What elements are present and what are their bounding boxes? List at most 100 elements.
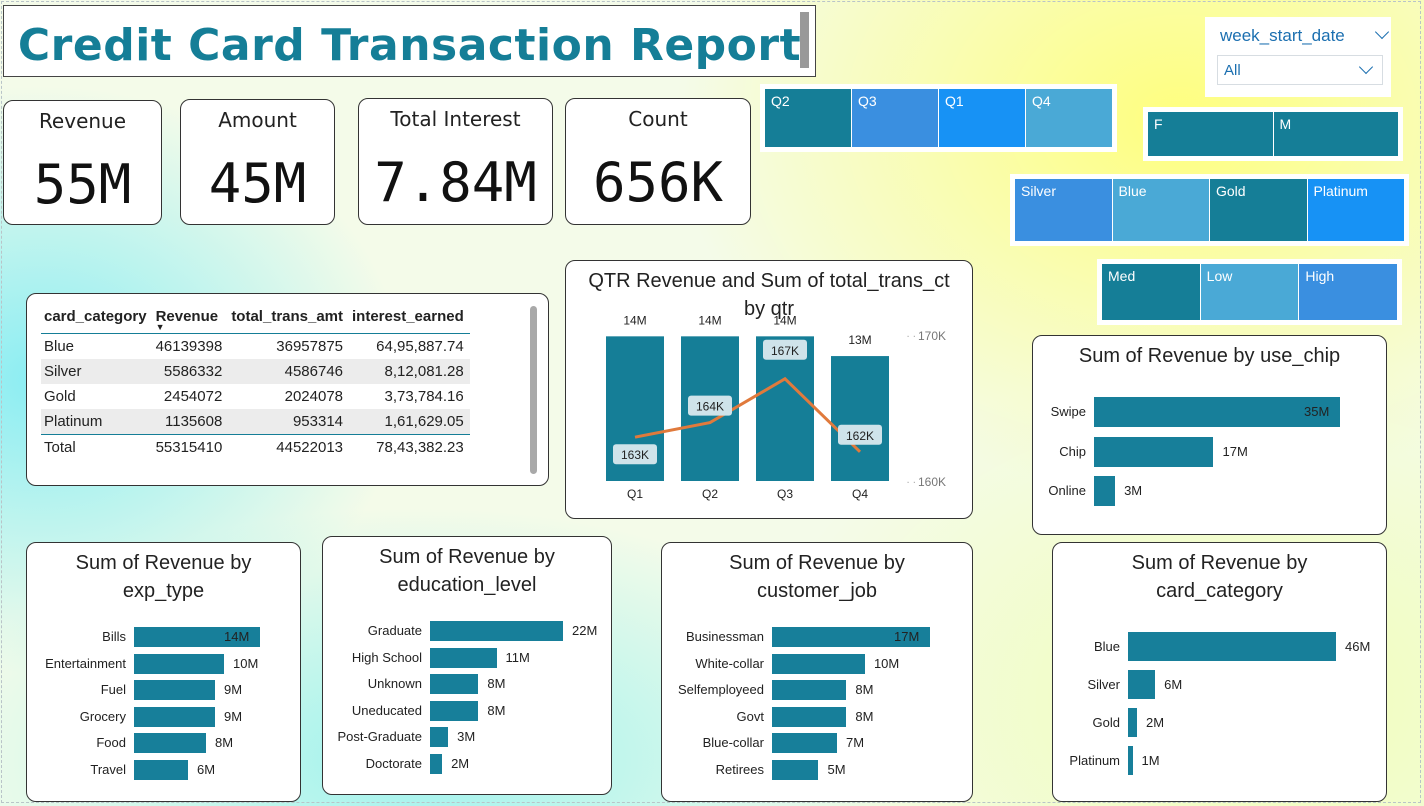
cell: 953314 [228,409,350,435]
slicer-tile-platinum[interactable]: Platinum [1307,179,1404,241]
slicer-tile-blue[interactable]: Blue [1112,179,1209,241]
bar[interactable] [772,680,847,701]
data-label: 9M [224,682,243,698]
table-row[interactable]: Gold 2454072 2024078 3,73,784.16 [41,384,470,409]
revenue-by-education-level-chart: Sum of Revenue by education_level Gradua… [322,536,612,795]
data-label: 3M [457,729,476,745]
category-label: Food [96,735,126,751]
kpi-card-total-interest[interactable]: Total Interest 7.84M [358,98,553,225]
table-row[interactable]: Blue 46139398 36957875 64,95,887.74 [41,334,470,360]
table-row[interactable]: Silver 5586332 4586746 8,12,081.28 [41,359,470,384]
bar[interactable] [134,733,206,754]
cell: 4586746 [228,359,350,384]
table-row[interactable]: Platinum 1135608 953314 1,61,629.05 [41,409,470,435]
kpi-card-amount[interactable]: Amount 45M [180,99,335,225]
secondary-axis-tick: 160K [918,475,946,489]
revenue-by-exp-type-chart: Sum of Revenue by exp_type Bills 14M Enter… [26,542,301,802]
matrix-header-row: card_category Revenue ▼ total_trans_amt i… [41,304,470,334]
cell: 1135608 [152,409,229,435]
line-label-box [613,444,657,465]
bar[interactable] [772,760,819,780]
chart-title: Sum of Revenue by education_level [379,546,555,596]
bar[interactable] [1128,670,1156,699]
bar[interactable] [1094,397,1340,427]
cell: 1,61,629.05 [349,409,470,435]
bar[interactable] [430,700,479,721]
bar[interactable] [1128,746,1133,775]
kpi-label: Revenue [38,109,127,133]
slicer-tile-q4[interactable]: Q4 [1026,89,1112,147]
category-label: Fuel [100,682,126,698]
data-label: 7M [846,735,865,751]
bar[interactable] [430,647,497,668]
category-label: Unknown [367,676,422,692]
kpi-card-revenue[interactable]: Revenue 55M [3,100,162,225]
bar[interactable] [772,733,838,754]
bar[interactable] [134,706,215,727]
total-row: Total 55315410 44522013 78,43,382.23 [41,434,470,460]
column-header[interactable]: total_trans_amt [228,304,350,334]
slicer-tile-m[interactable]: M [1273,112,1398,156]
category-label: Travel [90,762,126,777]
category-label: Govt [736,708,764,724]
slicer-tile-q3[interactable]: Q3 [852,89,938,147]
bar[interactable] [1094,436,1214,467]
slicer-tile-gold[interactable]: Gold [1210,179,1307,241]
bar[interactable] [134,680,215,701]
category-label: Platinum [1069,752,1120,768]
data-label: 3M [1124,483,1143,498]
bar[interactable] [430,727,449,748]
bar[interactable] [772,653,865,674]
bar[interactable] [1094,476,1116,506]
bar[interactable] [134,760,188,780]
table-scrollbar[interactable] [530,306,537,474]
kpi-card-count[interactable]: Count 656K [565,98,751,225]
chart-title: QTR Revenue and Sum of total_trans_ct by… [588,270,950,320]
gender-slicer: F M [1143,107,1403,161]
kpi-value: 45M [208,152,307,215]
bar[interactable] [772,706,847,727]
column-header-sorted[interactable]: Revenue ▼ [152,304,229,334]
bar[interactable] [1128,708,1138,737]
column-header[interactable]: card_category [41,304,153,334]
kpi-label: Total Interest [390,107,521,131]
slicer-tile-q2[interactable]: Q2 [765,89,851,147]
bar[interactable] [134,653,224,674]
bar[interactable] [134,627,260,647]
chevron-down-icon[interactable] [1358,59,1374,75]
chart-title: Sum of Revenue by exp_type [75,552,252,602]
card-category-slicer: Silver Blue Gold Platinum [1010,174,1409,246]
bar[interactable] [430,754,443,774]
column-data-label: 14M [698,313,721,327]
kpi-value: 7.84M [374,151,537,214]
data-label: 8M [855,708,874,724]
data-label: 5M [827,762,846,777]
line-data-label: 164K [696,400,724,414]
column-header[interactable]: interest_earned [349,304,470,334]
bar[interactable] [430,674,479,695]
cell: 55315410 [152,434,229,460]
category-label: Entertainment [45,655,126,671]
line-data-label: 163K [621,448,649,462]
column-data-label: 13M [848,333,871,347]
slicer-tile-f[interactable]: F [1148,112,1273,156]
data-label: 17M [1222,443,1248,459]
bar[interactable] [430,621,563,641]
matrix-table: card_category Revenue ▼ total_trans_amt i… [41,304,470,460]
cell: 8,12,081.28 [349,359,470,384]
bar[interactable] [1128,632,1336,661]
slicer-tile-high[interactable]: High [1299,264,1398,320]
chevron-down-icon[interactable] [1374,24,1390,40]
bar[interactable] [772,627,930,647]
slicer-tile-silver[interactable]: Silver [1015,179,1112,241]
title-scrollbar[interactable] [800,12,809,68]
cell: 44522013 [228,434,350,460]
x-axis-label: Q4 [852,487,868,501]
slicer-tile-low[interactable]: Low [1200,264,1299,320]
cell: 2024078 [284,388,344,405]
slicer-tile-med[interactable]: Med [1102,264,1200,320]
slicer-tile-q1[interactable]: Q1 [939,89,1025,147]
date-dropdown[interactable]: All [1217,55,1383,85]
data-label: 6M [1164,676,1183,692]
